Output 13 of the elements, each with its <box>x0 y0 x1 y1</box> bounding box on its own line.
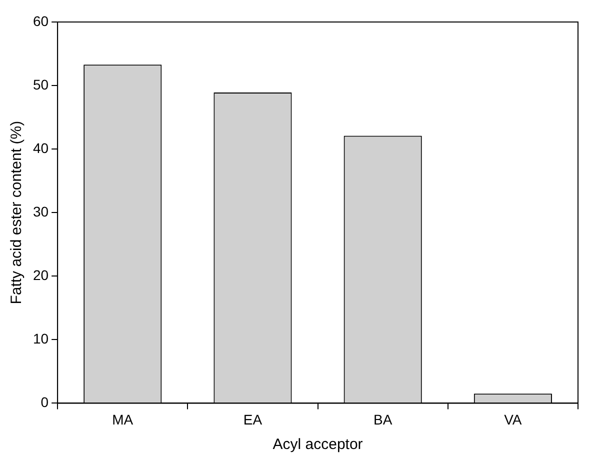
y-tick-label: 10 <box>32 330 49 347</box>
y-tick-label: 40 <box>32 140 49 156</box>
y-tick-label: 30 <box>32 203 49 220</box>
x-axis-title: Acyl acceptor <box>272 436 363 454</box>
y-tick-label: 60 <box>32 12 49 29</box>
x-tick-label: EA <box>243 411 263 428</box>
x-tick-label: MA <box>112 411 134 428</box>
x-tick-label: BA <box>373 411 393 428</box>
y-tick-label: 50 <box>32 76 49 92</box>
y-axis-title: Fatty acid ester content (%) <box>8 120 26 304</box>
x-tick-label: VA <box>504 411 522 428</box>
y-tick-label: 0 <box>40 394 49 410</box>
y-tick-label: 20 <box>32 266 49 283</box>
